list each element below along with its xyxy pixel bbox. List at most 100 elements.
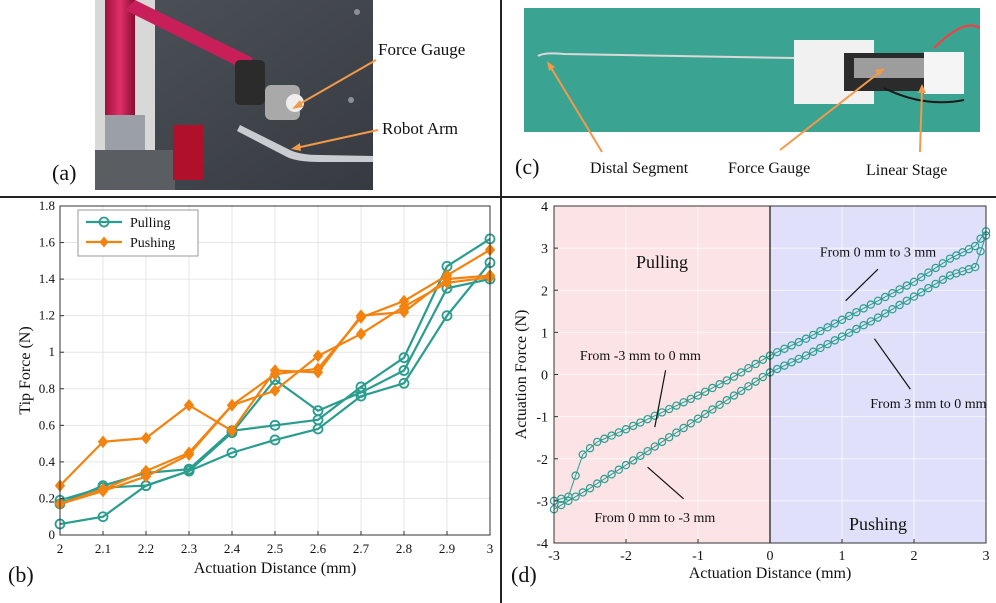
d-point (585, 484, 595, 493)
b-legend-label: Pulling (130, 216, 170, 231)
d-point (859, 321, 868, 330)
b-legend-label: Pushing (130, 236, 175, 251)
d-point (643, 414, 652, 424)
d-point (794, 337, 803, 347)
d-point (780, 361, 789, 370)
b-xtick-label: 2.1 (95, 541, 111, 556)
d-point (971, 241, 980, 251)
d-point (592, 437, 602, 447)
d-point (917, 272, 926, 282)
robot-arm-photo (95, 0, 373, 190)
d-point (686, 419, 695, 428)
b-point-pulling (269, 419, 281, 431)
b-xtick-label: 2.8 (396, 541, 412, 556)
b-point-pushing (183, 398, 195, 412)
d-ytick-label: 2 (541, 284, 548, 299)
d-point (729, 372, 739, 381)
d-point (917, 288, 926, 297)
panel-label-c: (c) (515, 154, 540, 179)
callout-distal-segment: Distal Segment (590, 160, 689, 177)
b-xtick-label: 2.2 (138, 541, 154, 556)
d-point (773, 347, 782, 357)
b-point-pushing (312, 349, 324, 363)
d-point (672, 401, 681, 410)
d-point (931, 279, 940, 289)
d-ytick-label: 1 (541, 326, 548, 341)
d-point (751, 377, 760, 386)
d-point (852, 324, 861, 334)
d-point (708, 405, 717, 414)
d-point (657, 408, 667, 417)
d-point (837, 315, 847, 324)
d-point (693, 391, 703, 400)
horizontal-divider (0, 196, 996, 198)
callout-force-gauge-a: Force Gauge (378, 40, 466, 59)
d-xtick-label: 2 (911, 549, 918, 564)
b-point-pulling (398, 377, 410, 389)
b-ytick-label: 1.6 (39, 235, 56, 250)
d-point (628, 456, 638, 465)
d-point (636, 418, 645, 427)
d-annotation: From 3 mm to 0 mm (870, 397, 986, 412)
d-point (751, 359, 760, 369)
d-point (736, 386, 746, 396)
callout-linear-stage: Linear Stage (866, 162, 948, 179)
d-point (809, 347, 818, 356)
d-point (809, 330, 818, 340)
d-point (600, 434, 609, 443)
d-point (758, 355, 767, 364)
d-point (722, 395, 731, 405)
d-annotation-leader (873, 338, 911, 390)
d-point (830, 336, 839, 345)
b-ytick-label: 1 (49, 344, 56, 359)
b-ytick-label: 1.8 (39, 198, 55, 213)
d-curve-lower-hysteresis (553, 371, 771, 510)
d-point (614, 428, 624, 437)
d-point (852, 307, 861, 317)
b-point-pulling (183, 465, 195, 477)
d-point (845, 311, 854, 321)
d-point (557, 500, 566, 510)
b-xtick-label: 2.7 (353, 541, 370, 556)
b-ytick-label: 1.4 (39, 271, 56, 286)
b-point-pushing (183, 446, 195, 460)
callout-force-gauge-c: Force Gauge (728, 160, 811, 177)
d-point (816, 326, 825, 336)
callout-arrows-c (547, 61, 926, 153)
d-point (679, 398, 688, 407)
b-point-pulling (398, 352, 410, 364)
d-point (787, 341, 796, 350)
d-point (686, 394, 695, 404)
d-point (628, 421, 638, 431)
d-point (888, 288, 897, 298)
d-point (794, 354, 803, 364)
b-ytick-label: 0.2 (39, 490, 55, 505)
b-point-pulling (269, 434, 281, 446)
d-point (780, 344, 789, 354)
d-point (744, 382, 753, 391)
d-point (636, 451, 645, 461)
d-point (873, 296, 883, 305)
b-xtick-label: 2 (57, 541, 64, 556)
d-point (773, 364, 782, 374)
b-series-line-pulling (59, 261, 491, 526)
b-point-pushing (398, 305, 410, 319)
b-point-pushing (441, 269, 453, 282)
d-point (881, 292, 890, 302)
d-point (976, 247, 985, 256)
d-point (578, 488, 588, 497)
d-ytick-label: -4 (536, 537, 548, 552)
d-point (664, 433, 674, 442)
b-y-axis-label: Tip Force (N) (17, 326, 34, 414)
d-point (564, 496, 573, 506)
b-plot-frame (59, 205, 491, 536)
d-annotation-leader (647, 466, 684, 500)
d-point (708, 383, 717, 393)
d-point (866, 300, 875, 309)
d-point (736, 368, 746, 377)
panel-label-d: (d) (511, 562, 537, 587)
d-point (600, 474, 609, 484)
b-point-pushing (269, 367, 281, 381)
d-y-axis-label: Actuation Force (N) (513, 310, 530, 440)
